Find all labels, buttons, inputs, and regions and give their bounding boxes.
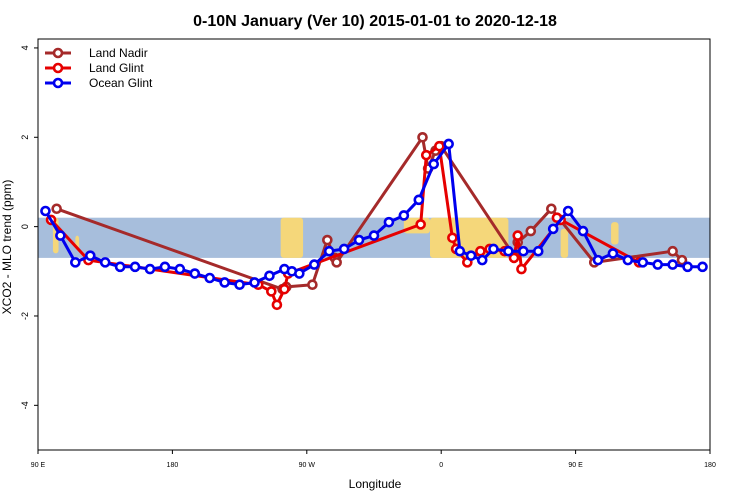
land-patch-4 xyxy=(560,228,569,258)
axes: -4 -2 0 2 4 90 E 180 90 W 0 90 E 180 xyxy=(20,38,716,469)
data-point xyxy=(512,230,524,241)
x-tick-label: 90 W xyxy=(299,462,316,469)
data-point xyxy=(562,205,574,217)
y-tick-label: 2 xyxy=(20,135,30,140)
chart-title: 0-10N January (Ver 10) 2015-01-01 to 202… xyxy=(193,13,557,30)
data-point xyxy=(428,158,440,170)
legend-label: Ocean Glint xyxy=(89,76,153,90)
data-point xyxy=(51,203,62,215)
series-layer xyxy=(40,131,708,311)
data-point xyxy=(532,245,544,257)
data-point xyxy=(454,245,466,257)
x-axis-label: Longitude xyxy=(349,477,402,491)
data-point xyxy=(592,254,604,266)
data-point xyxy=(447,232,458,244)
data-point xyxy=(607,248,619,259)
data-point xyxy=(55,230,66,241)
y-tick-label: 4 xyxy=(20,45,30,50)
x-tick-label: 180 xyxy=(704,462,716,469)
data-point xyxy=(249,277,260,288)
data-point xyxy=(383,216,395,228)
data-point xyxy=(338,243,350,255)
legend-swatch-marker xyxy=(52,62,64,74)
legend-swatch-marker xyxy=(52,47,64,59)
legend-item-0: Land Nadir xyxy=(45,46,148,60)
x-tick-label: 90 E xyxy=(31,462,46,469)
data-point xyxy=(508,252,520,264)
x-tick-label: 90 E xyxy=(568,462,583,469)
data-point xyxy=(475,245,486,257)
data-point xyxy=(204,272,216,284)
series-line-2 xyxy=(44,142,703,287)
data-point xyxy=(323,245,335,257)
land-patch-5 xyxy=(611,222,619,245)
data-point xyxy=(547,223,559,235)
data-point xyxy=(676,254,688,266)
data-point xyxy=(307,279,318,291)
data-point xyxy=(189,268,201,279)
data-point xyxy=(682,261,693,273)
data-point xyxy=(40,205,51,217)
data-point xyxy=(667,259,678,270)
data-point xyxy=(331,257,342,268)
x-tick-label: 180 xyxy=(167,462,179,469)
data-point xyxy=(488,243,499,255)
data-point xyxy=(322,234,333,246)
data-point xyxy=(577,225,589,237)
data-point xyxy=(84,250,96,261)
data-point xyxy=(518,245,529,257)
data-point xyxy=(114,261,126,273)
data-point xyxy=(417,131,428,143)
series-2 xyxy=(40,138,708,291)
data-point xyxy=(234,279,245,291)
data-point xyxy=(546,203,557,215)
plot-frame xyxy=(37,38,711,451)
data-point xyxy=(434,140,445,152)
x-tick-label: 0 xyxy=(439,462,443,469)
data-point xyxy=(271,299,283,311)
data-point xyxy=(159,261,171,273)
data-point xyxy=(129,261,141,273)
data-point xyxy=(353,234,365,246)
data-point xyxy=(279,283,290,295)
data-point xyxy=(99,257,111,268)
data-point xyxy=(637,257,649,268)
legend-label: Land Glint xyxy=(89,61,144,75)
data-point xyxy=(219,277,230,288)
legend-swatch-marker xyxy=(52,77,64,89)
data-point xyxy=(516,263,527,275)
legend-item-1: Land Glint xyxy=(45,61,144,75)
data-point xyxy=(264,270,275,282)
data-point xyxy=(415,219,426,230)
data-point xyxy=(652,259,664,270)
data-point xyxy=(443,138,454,150)
data-point xyxy=(266,286,277,297)
legend-label: Land Nadir xyxy=(89,46,148,60)
data-point xyxy=(308,259,320,270)
data-point xyxy=(503,245,514,257)
data-point xyxy=(525,225,537,237)
y-tick-label: 0 xyxy=(20,224,30,229)
data-point xyxy=(413,194,425,206)
data-point xyxy=(667,245,678,257)
data-point xyxy=(144,263,156,275)
data-point xyxy=(697,261,708,273)
land-band xyxy=(38,217,710,258)
data-point xyxy=(476,254,488,266)
data-point xyxy=(294,268,305,279)
data-point xyxy=(622,254,634,266)
data-point xyxy=(420,149,432,161)
data-point xyxy=(465,250,477,261)
y-tick-label: -4 xyxy=(20,401,30,409)
data-point xyxy=(368,230,380,241)
y-axis-label: XCO2 - MLO trend (ppm) xyxy=(0,180,14,315)
data-point xyxy=(174,263,186,275)
y-tick-label: -2 xyxy=(20,312,30,320)
land-patch-1 xyxy=(280,217,304,258)
data-point xyxy=(398,210,410,221)
legend-item-2: Ocean Glint xyxy=(45,76,153,90)
data-point xyxy=(70,257,81,268)
